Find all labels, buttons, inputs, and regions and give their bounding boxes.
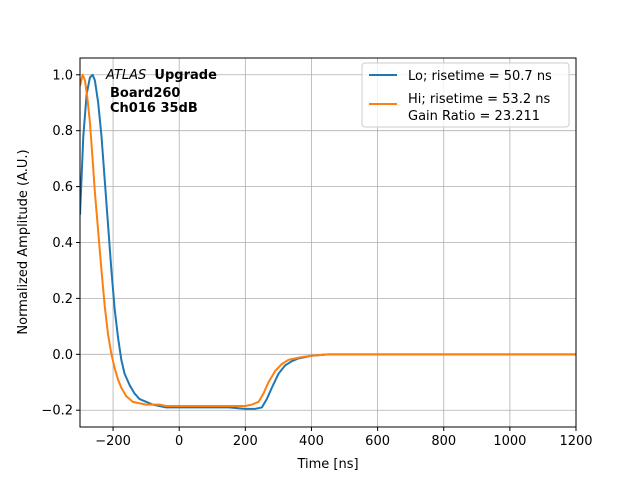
y-tick-label: 0.2 [52,292,73,307]
x-tick-label: 600 [365,434,390,449]
y-tick-label: 1.0 [52,68,73,83]
x-tick-label: 1200 [559,434,592,449]
x-tick-label: 200 [233,434,258,449]
series-line-hi [80,73,576,408]
y-axis-label: Normalized Amplitude (A.U.) [16,149,31,334]
x-tick-label: 400 [299,434,324,449]
x-axis-ticks: −200 0 200 400 600 800 1000 1200 [95,427,593,449]
legend-label-gain-ratio: Gain Ratio = 23.211 [408,109,540,124]
atlas-annotation: ATLAS Upgrade Board260 Ch016 35dB [105,68,217,116]
x-tick-label: −200 [95,434,131,449]
annotation-bold: Upgrade [154,68,217,83]
annotation-board: Board260 [110,86,180,101]
legend-box [361,62,570,128]
legend: Lo; risetime = 50.7 ns Hi; risetime = 53… [361,62,570,128]
y-tick-label: 0.4 [52,236,73,251]
x-tick-label: 0 [175,434,183,449]
legend-label-hi: Hi; risetime = 53.2 ns [408,92,550,107]
y-tick-label: 0.0 [52,348,73,363]
annotation-channel: Ch016 35dB [110,101,198,116]
y-axis-ticks: −0.2 0.0 0.2 0.4 0.6 0.8 1.0 [41,68,80,419]
annotation-italic: ATLAS [105,68,146,83]
x-axis-label: Time [ns] [296,457,358,472]
legend-label-lo: Lo; risetime = 50.7 ns [408,69,552,84]
y-tick-label: −0.2 [41,404,73,419]
x-tick-label: 1000 [493,434,526,449]
series-layer [80,73,576,410]
svg-text:ATLAS Upgrade: ATLAS Upgrade [105,68,217,83]
y-tick-label: 0.8 [52,124,73,139]
x-tick-label: 800 [431,434,456,449]
y-tick-label: 0.6 [52,180,73,195]
